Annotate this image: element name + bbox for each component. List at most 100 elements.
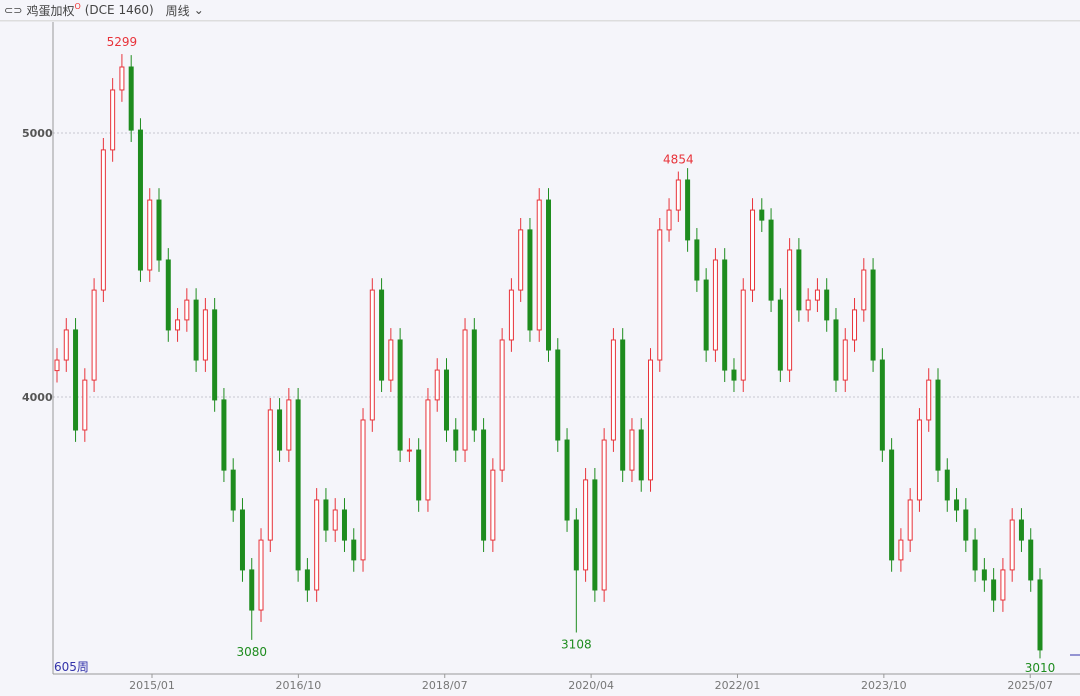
- candle-body: [527, 229, 533, 331]
- candle-body: [926, 379, 932, 421]
- candle-body: [369, 289, 375, 421]
- candle-body: [963, 509, 969, 541]
- candle-body: [768, 219, 774, 301]
- candle-body: [898, 539, 904, 561]
- candle-body: [703, 279, 709, 351]
- candle-body: [861, 269, 867, 311]
- candle-body: [740, 289, 746, 381]
- candle-body: [379, 289, 385, 381]
- candle-body: [805, 299, 811, 311]
- x-tick-label: 2025/07: [1007, 679, 1053, 692]
- candle-body: [91, 289, 97, 381]
- candle-body: [648, 359, 654, 481]
- candle-body: [1000, 569, 1006, 601]
- candle-body: [777, 299, 783, 371]
- candle-body: [907, 499, 913, 541]
- candle-body: [638, 429, 644, 481]
- candle-body: [629, 429, 635, 471]
- candle-body: [954, 499, 960, 511]
- candle-body: [175, 319, 181, 331]
- candle-body: [536, 199, 542, 331]
- candle-body: [267, 409, 273, 541]
- candle-body: [490, 469, 496, 541]
- title-mark: O: [74, 2, 81, 11]
- candle-body: [657, 229, 663, 361]
- candle-body: [351, 539, 357, 561]
- candle-body: [239, 509, 245, 571]
- candle-body: [221, 399, 227, 471]
- candle-body: [212, 309, 218, 401]
- candle-body: [277, 409, 283, 451]
- candle-body: [119, 66, 125, 91]
- candle-body: [137, 129, 143, 271]
- candle-body: [685, 179, 691, 241]
- candle-body: [462, 329, 468, 451]
- candle-body: [295, 399, 301, 571]
- x-tick-label: 2016/10: [276, 679, 322, 692]
- candle-body: [666, 209, 672, 231]
- candle-body: [824, 289, 830, 321]
- candle-body: [453, 429, 459, 451]
- candle-body: [147, 199, 153, 271]
- candle-body: [796, 249, 802, 311]
- candle-body: [694, 239, 700, 281]
- candle-body: [870, 269, 876, 361]
- candle-body: [814, 289, 820, 301]
- candle-body: [397, 339, 403, 451]
- candle-body: [388, 339, 394, 381]
- extreme-label-high: 4854: [663, 153, 694, 167]
- extreme-label-low: 3080: [236, 645, 267, 659]
- x-tick-label: 2018/07: [422, 679, 468, 692]
- candle-body: [193, 299, 199, 361]
- candle-body: [202, 309, 208, 361]
- candle-body: [416, 449, 422, 501]
- candle-body: [601, 439, 607, 591]
- instrument-code: (DCE 1460): [84, 3, 154, 17]
- chevron-down-icon[interactable]: ⌄: [193, 3, 204, 17]
- candle-body: [787, 249, 793, 371]
- candle-body: [1028, 539, 1034, 581]
- candle-body: [518, 229, 524, 291]
- link-icon[interactable]: ⊂⊃: [4, 3, 23, 17]
- candle-body: [1018, 519, 1024, 541]
- candle-body: [981, 569, 987, 581]
- candle-body: [1009, 519, 1015, 571]
- candle-body: [546, 199, 551, 351]
- candle-body: [991, 579, 997, 601]
- candle-body: [425, 399, 431, 501]
- y-tick-label: 5000: [22, 127, 53, 140]
- candle-body: [323, 499, 329, 531]
- candle-body: [128, 66, 134, 131]
- candle-body: [443, 369, 449, 431]
- candle-body: [592, 479, 598, 591]
- candle-body: [1037, 579, 1043, 651]
- period-selector[interactable]: 周线: [165, 3, 190, 18]
- candle-body: [82, 379, 88, 431]
- candle-body: [731, 369, 737, 381]
- candle-body: [481, 429, 487, 541]
- x-tick-label: 2015/01: [129, 679, 175, 692]
- candle-body: [759, 209, 765, 221]
- x-tick-label: 2023/10: [861, 679, 907, 692]
- candle-body: [564, 439, 570, 521]
- candle-body: [360, 419, 366, 561]
- candle-body: [944, 469, 950, 501]
- candle-body: [842, 339, 848, 381]
- candle-body: [54, 359, 60, 372]
- candle-body: [555, 349, 561, 441]
- candle-body: [852, 309, 858, 341]
- candle-body: [620, 339, 626, 471]
- extreme-label-low: 3010: [1025, 661, 1056, 675]
- extreme-label-low: 3108: [561, 637, 592, 651]
- candle-body: [258, 539, 264, 611]
- bar-count-label: 605周: [54, 660, 89, 674]
- candle-body: [583, 479, 589, 571]
- candle-body: [63, 329, 69, 361]
- candle-body: [833, 319, 839, 381]
- candle-body: [230, 469, 236, 511]
- candle-body: [610, 339, 616, 441]
- candle-body: [286, 399, 292, 451]
- candle-body: [100, 149, 106, 291]
- candle-body: [879, 359, 885, 451]
